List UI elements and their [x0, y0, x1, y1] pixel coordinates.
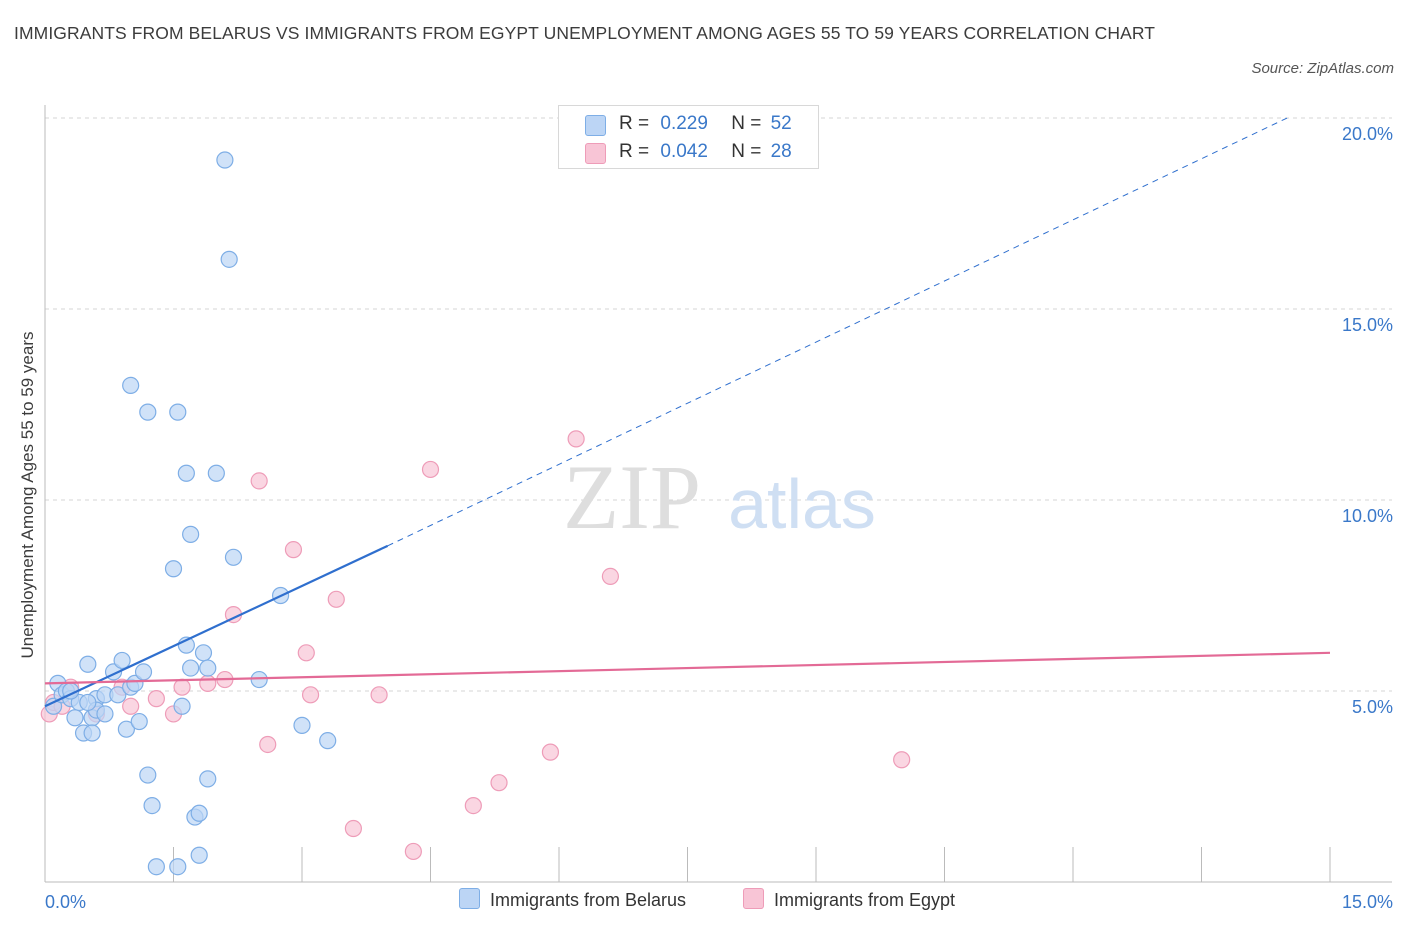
egypt-point	[421, 460, 440, 479]
belarus-point	[182, 659, 200, 677]
grid-lines	[45, 117, 1392, 692]
y-tick-label: 5.0%	[1352, 697, 1393, 717]
belarus-point	[139, 403, 157, 421]
belarus-point	[117, 720, 135, 738]
source-label: Source: ZipAtlas.com	[1251, 60, 1394, 77]
legend-n-label: N =	[731, 141, 762, 162]
egypt-point	[173, 678, 191, 696]
belarus-trend-extension	[387, 117, 1288, 547]
belarus-point	[113, 651, 131, 670]
belarus-point	[66, 709, 84, 727]
legend-n-value-egypt: 28	[770, 141, 792, 162]
egypt-point	[464, 796, 482, 815]
chart-title: IMMIGRANTS FROM BELARUS VS IMMIGRANTS FR…	[14, 23, 1156, 43]
egypt-point	[199, 674, 217, 692]
egypt-point	[541, 743, 560, 761]
belarus-point	[164, 560, 183, 578]
belarus-point	[126, 674, 144, 692]
belarus-point	[319, 732, 337, 750]
egypt-point	[259, 735, 277, 754]
belarus-point	[190, 804, 208, 822]
legend-swatch-belarus	[459, 888, 480, 909]
belarus-point	[143, 796, 161, 815]
belarus-point	[216, 151, 234, 169]
belarus-point	[173, 697, 191, 715]
belarus-trend-line	[44, 544, 389, 708]
legend-label-egypt: Immigrants from Egypt	[774, 890, 956, 910]
y-tick-label: 20.0%	[1342, 124, 1393, 144]
belarus-point	[190, 846, 208, 864]
belarus-point	[122, 376, 140, 394]
belarus-point	[79, 693, 97, 712]
legend-r-value-belarus: 0.229	[660, 113, 708, 134]
legend-r-value-egypt: 0.042	[660, 141, 708, 162]
belarus-point	[199, 659, 217, 677]
egypt-point	[297, 644, 315, 662]
egypt-point	[490, 774, 508, 792]
trend-lines	[44, 117, 1331, 708]
egypt-point	[344, 819, 362, 838]
belarus-point	[220, 250, 238, 268]
watermark-zip: ZIP	[563, 446, 701, 548]
belarus-point	[147, 858, 165, 876]
belarus-point	[250, 670, 268, 689]
belarus-point	[96, 705, 114, 723]
stats-legend: R = 0.229 N = 52 R = 0.042 N = 28	[558, 105, 819, 169]
belarus-point	[79, 655, 97, 673]
belarus-point	[139, 766, 157, 784]
y-axis-title: Unemployment Among Ages 55 to 59 years	[18, 331, 37, 659]
belarus-point	[293, 716, 311, 734]
egypt-point	[122, 697, 140, 715]
belarus-point	[134, 663, 153, 681]
legend-swatch-egypt	[743, 888, 764, 909]
legend-swatch-belarus	[585, 115, 606, 136]
belarus-point	[199, 770, 217, 788]
tick-labels: 5.0% 10.0% 15.0% 20.0% 0.0% 15.0%	[45, 124, 1393, 912]
legend-r-label: R =	[619, 141, 650, 162]
x-tick-label: 15.0%	[1342, 892, 1393, 912]
belarus-point	[83, 724, 101, 742]
legend-n-value-belarus: 52	[770, 113, 792, 134]
belarus-points	[44, 151, 337, 876]
watermark-atlas: atlas	[728, 465, 876, 543]
x-tick-label: 0.0%	[45, 892, 86, 912]
egypt-trend-line	[44, 651, 1331, 685]
legend-r-label: R =	[619, 113, 650, 134]
y-tick-label: 10.0%	[1342, 506, 1393, 526]
egypt-point	[404, 842, 422, 861]
egypt-point	[327, 590, 345, 608]
belarus-point	[109, 686, 127, 704]
belarus-point	[182, 525, 200, 543]
legend-n-label: N =	[731, 113, 762, 134]
belarus-point	[169, 858, 187, 876]
belarus-point	[207, 464, 225, 482]
legend-item-belarus: Immigrants from Belarus	[459, 888, 686, 911]
belarus-point	[169, 403, 187, 421]
legend-item-egypt: Immigrants from Egypt	[743, 888, 955, 911]
legend-swatch-egypt	[585, 143, 606, 164]
belarus-point	[177, 464, 195, 482]
egypt-point	[893, 751, 911, 769]
watermark: ZIP atlas	[563, 446, 876, 548]
belarus-point	[224, 548, 243, 566]
egypt-point	[301, 686, 320, 704]
legend-label-belarus: Immigrants from Belarus	[490, 890, 687, 910]
y-tick-label: 15.0%	[1342, 315, 1393, 335]
egypt-point	[567, 430, 585, 448]
belarus-point	[130, 712, 148, 731]
egypt-point	[601, 567, 620, 586]
belarus-point	[194, 644, 213, 662]
egypt-point	[250, 472, 268, 490]
egypt-point	[284, 541, 303, 559]
axes	[44, 105, 1392, 883]
egypt-point	[147, 690, 165, 708]
egypt-point	[370, 686, 388, 704]
